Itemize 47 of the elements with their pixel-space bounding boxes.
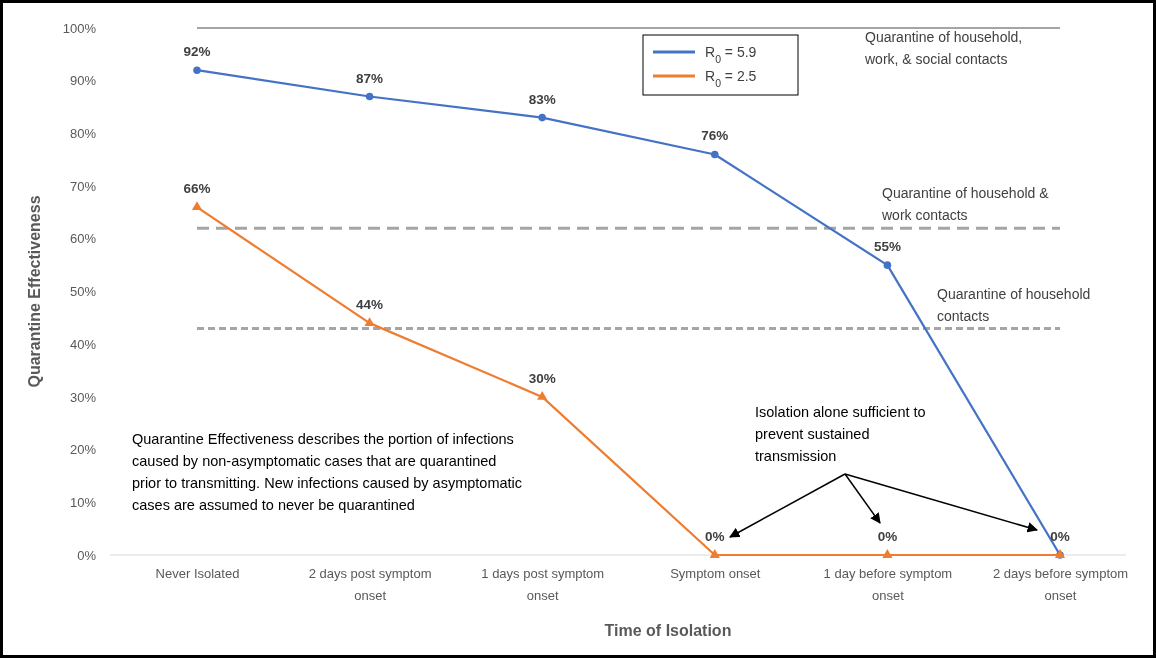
- x-tick-label: 2 days before symptom onset: [992, 566, 1129, 604]
- y-tick-label: 50%: [69, 284, 97, 300]
- legend-label: R$_{0}$ = 2.5: [705, 68, 757, 89]
- point: [193, 66, 201, 74]
- point: [883, 261, 892, 269]
- legend-label: R$_{0}$ = 5.9: [705, 44, 757, 65]
- x-tick-label: Symptom onset: [670, 566, 761, 582]
- data-label: 55%: [873, 239, 901, 255]
- y-tick-label: 0%: [77, 547, 97, 563]
- y-tick-label: 90%: [69, 73, 97, 89]
- point: [537, 391, 548, 400]
- y-tick-label: 10%: [69, 494, 97, 510]
- point: [364, 317, 375, 327]
- point: [538, 113, 546, 122]
- y-tick-label: 20%: [69, 442, 97, 458]
- y-tick-label: 70%: [69, 178, 97, 194]
- y-tick-label: 40%: [69, 336, 97, 352]
- data-label: 92%: [183, 44, 211, 60]
- x-axis-title: Time of Isolation: [604, 622, 732, 639]
- y-tick-label: 30%: [69, 389, 97, 405]
- x-tick-label: 1 days post symptom onset: [481, 566, 605, 604]
- y-axis-title: Quarantine Effectiveness: [26, 195, 43, 388]
- ref-line-label: Quarantine of household contacts: [937, 286, 1091, 324]
- point: [882, 549, 893, 558]
- x-tick-label: 1 day before symptom onset: [823, 566, 953, 604]
- ref-line-label: Quarantine of household & work contacts: [881, 185, 1050, 223]
- data-label: 0%: [705, 529, 725, 544]
- point: [191, 201, 203, 211]
- x-tick-label: 2 days post symptom onset: [308, 566, 432, 604]
- data-label: 30%: [528, 370, 556, 386]
- y-tick-label: 100%: [62, 20, 97, 36]
- annotation: Isolation alone sufficient to prevent sustained transmission: [755, 404, 926, 464]
- data-label: 83%: [528, 91, 556, 107]
- annotation: Quarantine Effectiveness describes the portion of infections caused by non-asymptomatic cases that are quarantined prior to transmitting. New infections caused by asymptomatic cases are assumed to never be quarantined: [132, 431, 523, 513]
- ref-line-label: Quarantine of household, work, & social contacts: [864, 29, 1023, 67]
- y-tick-label: 80%: [69, 126, 97, 142]
- data-label: 0%: [877, 529, 898, 544]
- data-label: 66%: [183, 181, 211, 197]
- point: [711, 150, 719, 159]
- point: [709, 549, 720, 558]
- data-label: 87%: [356, 70, 384, 86]
- x-tick-label: Never Isolated: [155, 566, 240, 582]
- point: [365, 92, 374, 101]
- y-tick-label: 60%: [69, 231, 97, 247]
- data-label: 76%: [701, 128, 729, 144]
- data-label: 44%: [356, 297, 384, 313]
- data-label: 0%: [1050, 529, 1070, 544]
